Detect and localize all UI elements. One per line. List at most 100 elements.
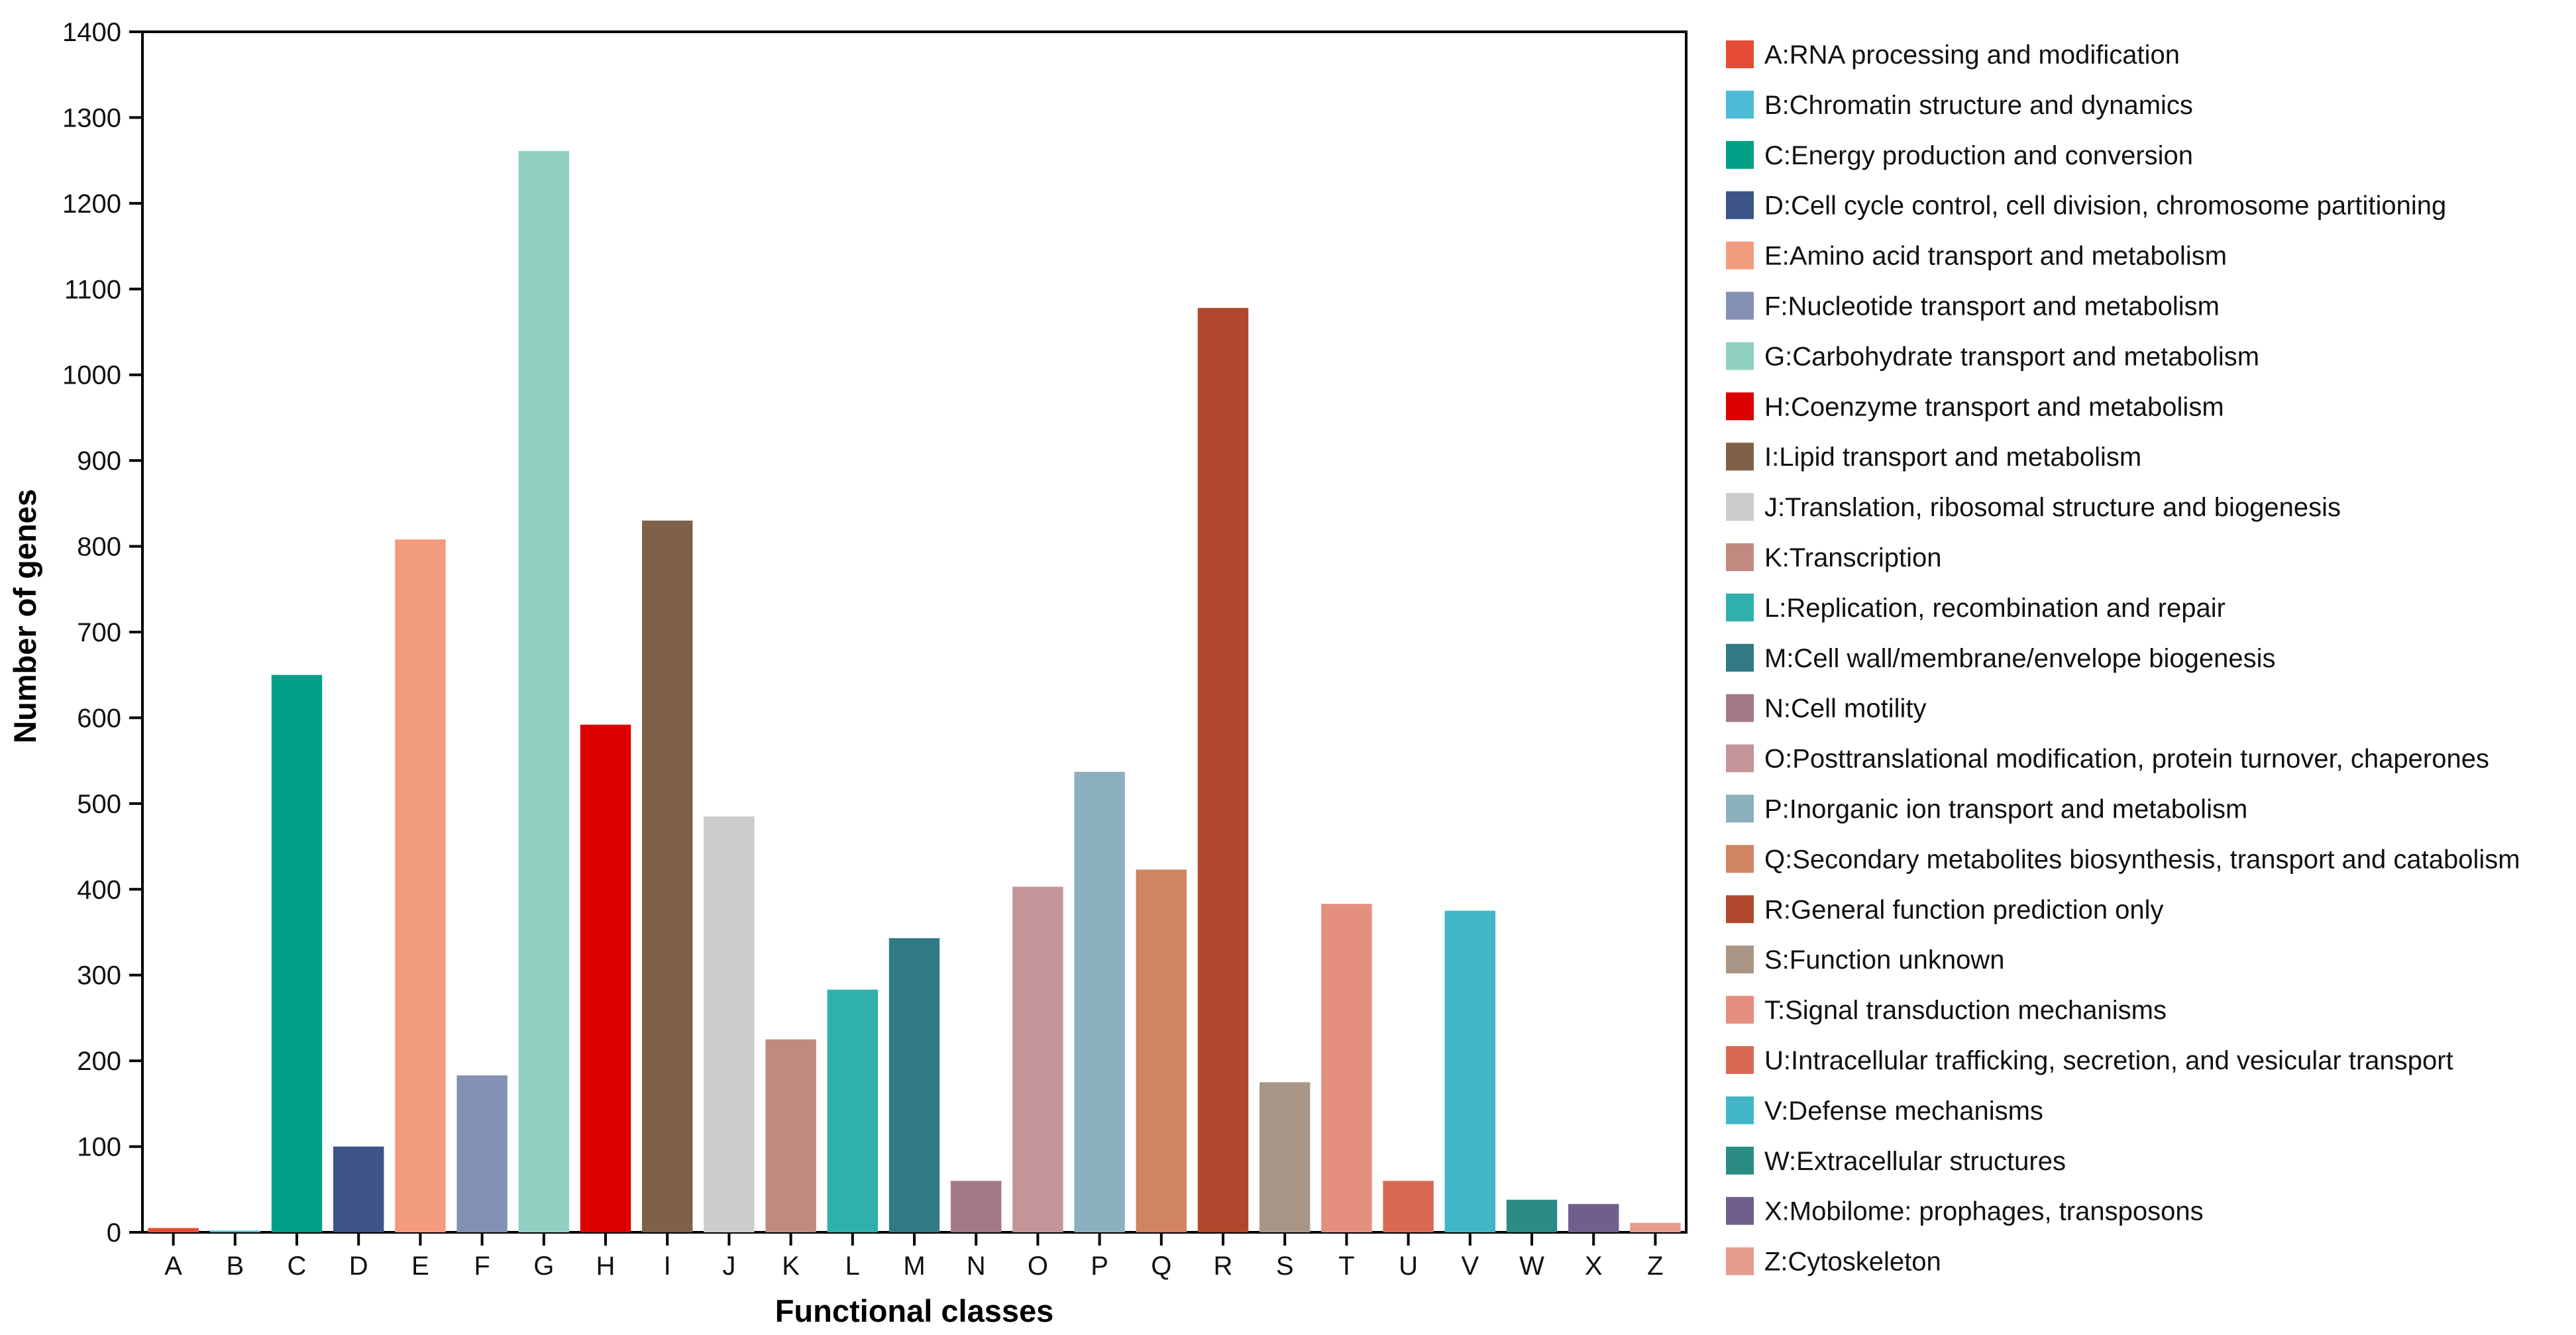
bar-S <box>1259 1082 1311 1232</box>
legend-swatch <box>1726 1247 1754 1275</box>
y-tick-label: 900 <box>77 447 121 476</box>
legend-item: A:RNA processing and modification <box>1726 40 2180 70</box>
legend-item: P:Inorganic ion transport and metabolism <box>1726 794 2247 824</box>
y-tick-label: 800 <box>77 533 121 562</box>
legend-label: R:General function prediction only <box>1764 895 2164 924</box>
x-tick-label-U: U <box>1399 1252 1418 1281</box>
legend-item: F:Nucleotide transport and metabolism <box>1726 292 2220 321</box>
legend-label: A:RNA processing and modification <box>1764 40 2180 70</box>
legend-item: K:Transcription <box>1726 543 1942 572</box>
bar-L <box>827 989 879 1232</box>
y-axis: 0 100 200 300 400 500 600 700 800 900 1000 1100 1200… <box>62 18 142 1248</box>
legend-item: V:Defense mechanisms <box>1726 1096 2043 1126</box>
legend-swatch <box>1726 493 1754 521</box>
legend-label: S:Function unknown <box>1764 945 2004 975</box>
legend-swatch <box>1726 90 1754 119</box>
y-tick-label: 600 <box>77 704 121 733</box>
legend-swatch <box>1726 292 1754 320</box>
legend-swatch <box>1726 643 1754 672</box>
legend-swatch <box>1726 845 1754 873</box>
y-tick-label: 1400 <box>62 18 121 47</box>
x-axis-title: Functional classes <box>775 1293 1054 1328</box>
x-tick-label-P: P <box>1091 1252 1108 1281</box>
y-tick-label: 100 <box>77 1133 121 1162</box>
bar-B <box>209 1230 261 1232</box>
legend-label: G:Carbohydrate transport and metabolism <box>1764 342 2259 371</box>
y-tick-label: 1200 <box>62 189 121 219</box>
bar-M <box>888 938 940 1232</box>
bar-E <box>395 539 446 1232</box>
bar-U <box>1383 1181 1434 1232</box>
legend-item: M:Cell wall/membrane/envelope biogenesis <box>1726 643 2276 673</box>
legend-item: Z:Cytoskeleton <box>1726 1247 1941 1277</box>
legend-swatch <box>1726 40 1754 68</box>
legend-label: W:Extracellular structures <box>1764 1147 2066 1176</box>
legend-label: J:Translation, ribosomal structure and b… <box>1764 493 2341 522</box>
x-tick-label-L: L <box>845 1252 860 1281</box>
legend-swatch <box>1726 191 1754 219</box>
bar-K <box>765 1039 816 1232</box>
legend-label: T:Signal transduction mechanisms <box>1764 996 2167 1025</box>
legend-label: M:Cell wall/membrane/envelope biogenesis <box>1764 644 2276 673</box>
legend-item: E:Amino acid transport and metabolism <box>1726 241 2227 271</box>
x-tick-label-B: B <box>226 1252 244 1281</box>
x-tick-label-S: S <box>1276 1252 1294 1281</box>
x-tick-label-Q: Q <box>1151 1252 1171 1281</box>
y-tick-label: 0 <box>107 1218 121 1248</box>
legend-label: Z:Cytoskeleton <box>1764 1248 1941 1277</box>
legend-item: J:Translation, ribosomal structure and b… <box>1726 493 2341 522</box>
legend-item: O:Posttranslational modification, protei… <box>1726 744 2489 774</box>
legend-item: D:Cell cycle control, cell division, chr… <box>1726 191 2446 221</box>
legend-swatch <box>1726 694 1754 722</box>
x-tick-label-F: F <box>474 1252 490 1281</box>
legend-label: C:Energy production and conversion <box>1764 141 2193 170</box>
y-tick-label: 500 <box>77 790 121 819</box>
x-tick-label-G: G <box>533 1252 554 1281</box>
y-tick-label: 1100 <box>64 275 121 304</box>
y-tick-label: 1300 <box>62 103 121 133</box>
x-tick-label-T: T <box>1338 1252 1354 1281</box>
x-tick-label-X: X <box>1585 1252 1603 1281</box>
x-tick-label-O: O <box>1028 1252 1048 1281</box>
legend-item: T:Signal transduction mechanisms <box>1726 996 2167 1025</box>
legend-swatch <box>1726 895 1754 924</box>
legend-label: K:Transcription <box>1764 543 1942 572</box>
bar-T <box>1321 904 1372 1232</box>
legend-label: U:Intracellular trafficking, secretion, … <box>1764 1046 2453 1075</box>
bar-I <box>641 520 693 1232</box>
y-tick-label: 700 <box>77 618 121 647</box>
bar-G <box>518 150 570 1232</box>
bar-O <box>1012 886 1063 1232</box>
legend-swatch <box>1726 1096 1754 1124</box>
bar-P <box>1074 771 1125 1232</box>
legend-swatch <box>1726 543 1754 571</box>
bar-R <box>1197 307 1249 1232</box>
bars <box>148 150 1681 1232</box>
bar-A <box>148 1228 199 1232</box>
legend-label: H:Coenzyme transport and metabolism <box>1764 392 2224 421</box>
legend-label: V:Defense mechanisms <box>1764 1096 2043 1126</box>
legend-swatch <box>1726 1146 1754 1175</box>
x-tick-label-R: R <box>1214 1252 1233 1281</box>
x-tick-label-E: E <box>411 1252 429 1281</box>
legend-label: D:Cell cycle control, cell division, chr… <box>1764 191 2446 221</box>
legend-label: Q:Secondary metabolites biosynthesis, tr… <box>1764 845 2520 874</box>
legend-swatch <box>1726 140 1754 169</box>
x-tick-label-V: V <box>1461 1252 1479 1281</box>
legend-label: F:Nucleotide transport and metabolism <box>1764 292 2220 321</box>
y-tick-label: 200 <box>77 1047 121 1076</box>
legend-swatch <box>1726 342 1754 370</box>
legend-item: S:Function unknown <box>1726 945 2004 975</box>
bar-X <box>1568 1204 1619 1232</box>
y-axis-title: Number of genes <box>7 489 42 743</box>
legend-item: U:Intracellular trafficking, secretion, … <box>1726 1046 2453 1075</box>
bar-J <box>704 816 755 1232</box>
legend-label: I:Lipid transport and metabolism <box>1764 443 2141 472</box>
bar-Z <box>1630 1222 1681 1232</box>
legend-item: G:Carbohydrate transport and metabolism <box>1726 342 2259 371</box>
legend-item: C:Energy production and conversion <box>1726 140 2193 170</box>
x-tick-label-N: N <box>967 1252 986 1281</box>
legend-item: B:Chromatin structure and dynamics <box>1726 90 2193 120</box>
